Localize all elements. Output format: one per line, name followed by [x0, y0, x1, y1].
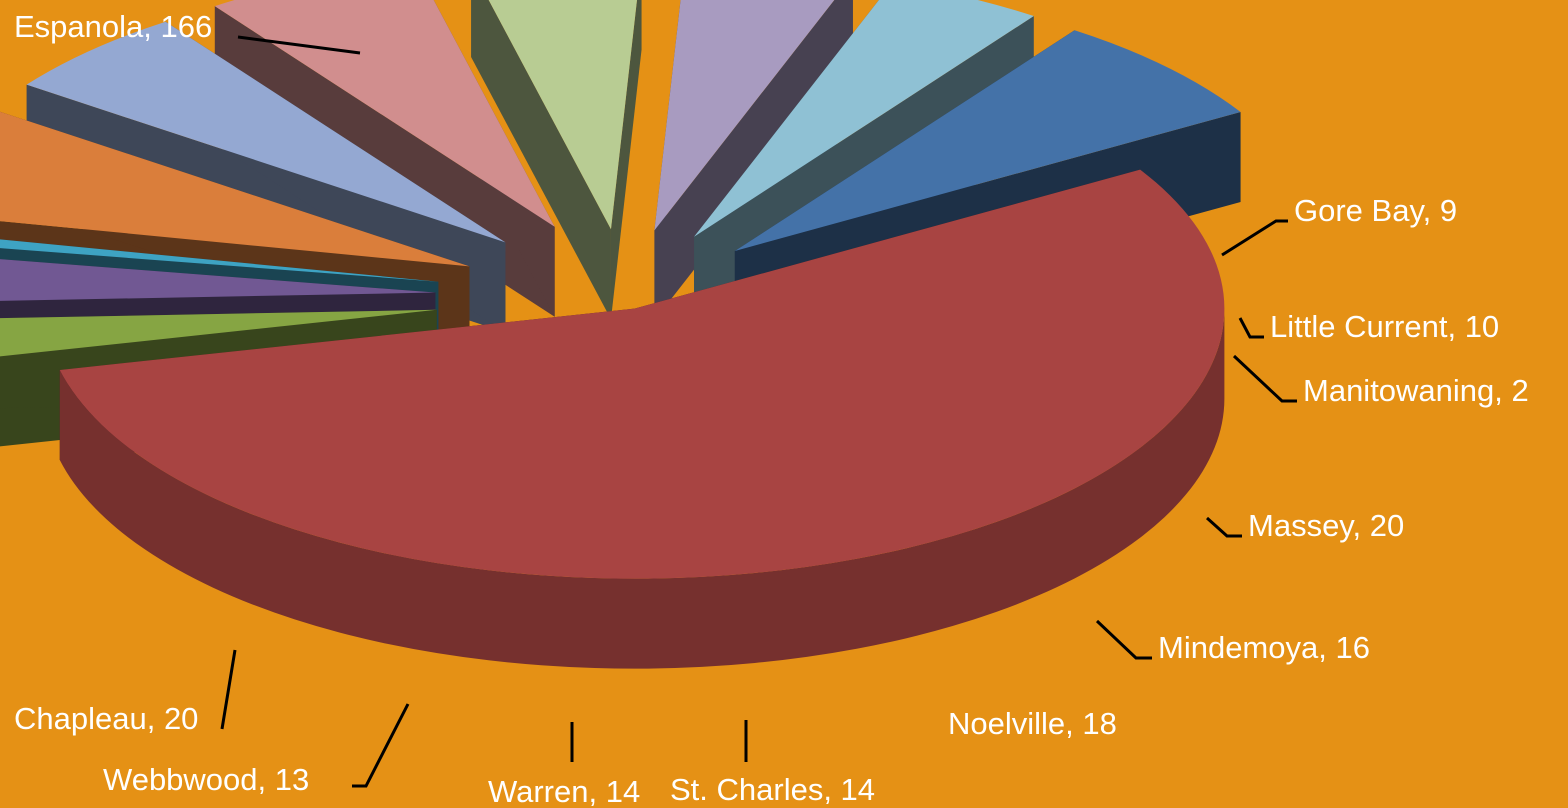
data-label-espanola: Espanola, 166	[14, 9, 212, 44]
slice-top-warren	[654, 0, 835, 231]
leader-lines	[220, 35, 1297, 788]
data-label-webbwood: Webbwood, 13	[103, 762, 309, 797]
slice-top-chapleau	[734, 30, 1241, 252]
slice-wall-st-charles-0	[471, 0, 611, 320]
data-label-warren: Warren, 14	[488, 774, 640, 808]
slice-top-little-current	[0, 259, 436, 301]
slice-top-webbwood	[694, 0, 1034, 237]
data-label-gore-bay: Gore Bay, 9	[1294, 193, 1457, 228]
leader-line-little-current	[1238, 317, 1264, 339]
leader-line-webbwood	[352, 703, 410, 788]
slice-wall-st-charles-1	[610, 0, 642, 320]
data-label-massey: Massey, 20	[1248, 508, 1404, 543]
leader-line-espanola	[237, 35, 361, 55]
leader-line-gore-bay	[1221, 219, 1288, 257]
data-label-little-current: Little Current, 10	[1270, 309, 1499, 344]
slice-top-gore-bay	[0, 309, 437, 357]
pie-slice-st-charles	[471, 0, 642, 320]
slice-top-noelville	[214, 0, 555, 227]
data-label-chapleau: Chapleau, 20	[14, 701, 198, 736]
data-label-st-charles: St. Charles, 14	[670, 772, 875, 807]
slice-top-manitowaning	[0, 239, 439, 282]
leader-line-mindemoya	[1095, 619, 1152, 660]
slice-top-mindemoya	[26, 21, 506, 243]
slice-top-massey	[0, 111, 470, 267]
data-label-noelville: Noelville, 18	[948, 706, 1117, 741]
leader-line-massey	[1205, 516, 1242, 538]
data-label-manitowaning: Manitowaning, 2	[1303, 373, 1529, 408]
data-labels: Espanola, 166 Gore Bay, 9 Little Current, …	[14, 9, 1529, 808]
slices-layer	[0, 0, 1241, 669]
data-label-mindemoya: Mindemoya, 16	[1158, 630, 1370, 665]
slice-top-espanola	[59, 169, 1225, 579]
leader-line-chapleau	[220, 649, 237, 730]
slice-top-st-charles	[488, 0, 637, 230]
pie-slice-espanola	[59, 169, 1225, 669]
slice-rim-espanola-0	[59, 308, 1225, 669]
leader-line-manitowaning	[1232, 354, 1297, 403]
